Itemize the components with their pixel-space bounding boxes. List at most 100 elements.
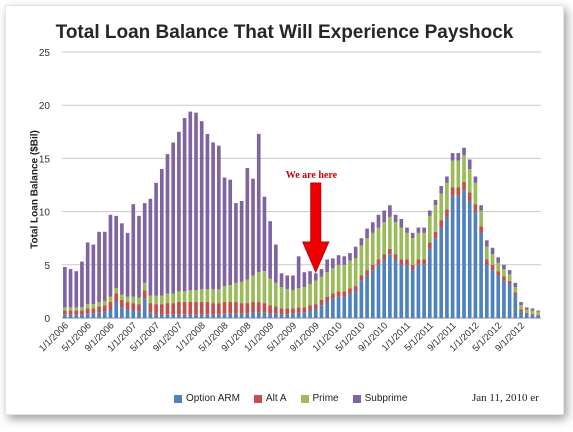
bar-segment-subprime xyxy=(325,259,329,273)
bar-segment-option-arm xyxy=(336,296,341,318)
bar-segment-alt-a xyxy=(291,308,295,314)
legend-label-subprime: Subprime xyxy=(364,393,408,404)
bar-segment-option-arm xyxy=(530,314,535,318)
bar-segment-subprime xyxy=(296,256,301,289)
bar-segment-alt-a xyxy=(353,286,358,292)
y-tick-label: 15 xyxy=(39,154,51,165)
bar-segment-prime xyxy=(490,254,495,265)
bar-segment-alt-a xyxy=(131,303,136,311)
bar-segment-option-arm xyxy=(268,313,272,318)
bar-segment-alt-a xyxy=(393,254,398,260)
bar-segment-subprime xyxy=(462,147,466,156)
bar-segment-subprime xyxy=(382,210,387,223)
bar-segment-option-arm xyxy=(108,309,113,318)
bar-segment-alt-a xyxy=(182,302,187,315)
bar-segment-prime xyxy=(336,264,341,292)
bar-segment-option-arm xyxy=(496,275,501,318)
bar-segment-alt-a xyxy=(382,254,387,260)
bar-segment-option-arm xyxy=(120,307,124,318)
legend-swatch-subprime xyxy=(352,394,361,403)
bar-segment-alt-a xyxy=(274,306,278,314)
bar-segment-alt-a xyxy=(456,187,461,196)
chart-frame: Total Loan Balance That Will Experience … xyxy=(5,5,564,415)
bar-segment-prime xyxy=(245,279,250,304)
bar-segment-prime xyxy=(370,232,375,265)
bar-segment-prime xyxy=(393,222,398,255)
bar-segment-alt-a xyxy=(154,304,158,315)
bar-segment-prime xyxy=(222,286,227,303)
bar-segment-option-arm xyxy=(188,314,193,318)
bar-segment-subprime xyxy=(148,198,153,296)
bar-segment-subprime xyxy=(228,179,233,286)
bar-segment-prime xyxy=(399,227,404,260)
bar-segment-subprime xyxy=(262,196,267,272)
bar-segment-alt-a xyxy=(68,310,73,315)
bar-segment-option-arm xyxy=(74,314,79,318)
bar-segment-subprime xyxy=(302,272,307,288)
bar-segment-alt-a xyxy=(108,302,113,310)
bar-segment-prime xyxy=(513,287,518,293)
bar-segment-subprime xyxy=(530,308,535,311)
bar-segment-prime xyxy=(536,311,540,315)
bar-segment-prime xyxy=(479,210,483,227)
bar-segment-prime xyxy=(274,282,278,307)
bar-segment-prime xyxy=(439,193,444,221)
bar-segment-option-arm xyxy=(519,311,523,318)
bar-segment-subprime xyxy=(433,199,438,206)
bar-segment-option-arm xyxy=(313,309,318,318)
bar-segment-subprime xyxy=(177,131,181,292)
bar-segment-subprime xyxy=(313,273,318,281)
bar-segment-subprime xyxy=(427,210,432,216)
bar-segment-subprime xyxy=(108,214,113,297)
bar-segment-prime xyxy=(262,271,267,304)
bar-segment-subprime xyxy=(131,204,136,297)
bar-segment-subprime xyxy=(445,176,449,183)
bar-segment-prime xyxy=(114,288,118,294)
bar-segment-option-arm xyxy=(148,312,153,318)
bar-segment-subprime xyxy=(496,257,501,263)
bar-segment-option-arm xyxy=(325,302,329,318)
bar-segment-subprime xyxy=(268,221,272,279)
bar-segment-option-arm xyxy=(445,216,449,318)
bar-segment-prime xyxy=(462,155,466,182)
y-tick-label: 10 xyxy=(39,208,51,219)
bar-segment-subprime xyxy=(182,117,187,292)
y-tick-label: 20 xyxy=(39,101,51,112)
bar-segment-prime xyxy=(177,291,181,303)
bar-segment-subprime xyxy=(513,282,518,288)
bar-segment-option-arm xyxy=(262,312,267,318)
bar-segment-alt-a xyxy=(399,259,404,265)
bar-segment-subprime xyxy=(222,177,227,287)
bar-segment-alt-a xyxy=(63,310,67,315)
bar-segment-alt-a xyxy=(513,292,518,295)
bar-segment-option-arm xyxy=(479,232,483,318)
bar-segment-alt-a xyxy=(262,303,267,313)
bar-segment-alt-a xyxy=(177,302,181,315)
bar-segment-prime xyxy=(68,307,73,311)
bar-segment-alt-a xyxy=(370,264,375,271)
bar-segment-option-arm xyxy=(365,275,369,318)
bar-segment-option-arm xyxy=(359,280,364,318)
bar-segment-prime xyxy=(445,182,449,210)
bar-segment-option-arm xyxy=(308,310,312,318)
bar-segment-alt-a xyxy=(239,303,244,314)
bar-segment-option-arm xyxy=(462,190,466,318)
bar-segment-subprime xyxy=(274,244,278,283)
bar-segment-subprime xyxy=(91,244,96,305)
bar-segment-option-arm xyxy=(228,313,233,318)
chart-plot: 05101520251/1/20065/1/20069/1/20061/1/20… xyxy=(37,48,541,354)
bar-segment-subprime xyxy=(245,167,250,280)
bar-segment-subprime xyxy=(102,231,107,301)
bar-segment-prime xyxy=(342,264,347,292)
bar-segment-prime xyxy=(102,300,107,306)
bar-segment-prime xyxy=(456,160,461,188)
legend-swatch-option-arm xyxy=(174,394,182,403)
bar-segment-subprime xyxy=(370,222,375,233)
bar-segment-option-arm xyxy=(239,313,244,318)
bar-segment-alt-a xyxy=(125,302,130,310)
bar-segment-subprime xyxy=(405,227,409,233)
bar-segment-alt-a xyxy=(348,288,352,294)
bar-segment-option-arm xyxy=(85,313,90,318)
bar-segment-subprime xyxy=(165,154,170,294)
bar-segment-prime xyxy=(85,304,90,309)
